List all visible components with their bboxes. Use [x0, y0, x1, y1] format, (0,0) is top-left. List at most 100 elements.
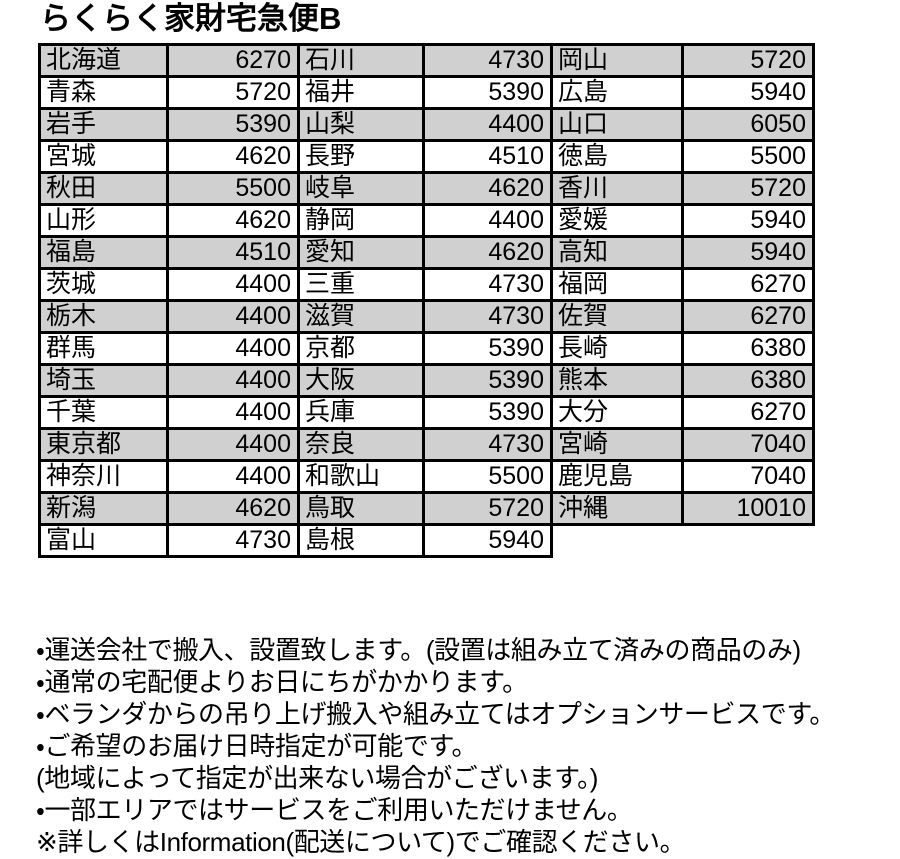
- shipping-notes: ・運送会社で搬入、設置致します。(設置は組み立て済みの商品のみ) ・通常の宅配便よ…: [36, 634, 896, 858]
- prefecture-cell: 新潟: [38, 491, 169, 526]
- prefecture-cell: 沖縄: [550, 491, 684, 526]
- note-line: (地域によって指定が出来ない場合がございます。): [36, 763, 599, 793]
- price-cell: 5390: [422, 331, 553, 366]
- table-row: 静岡 4400: [297, 203, 553, 238]
- price-cell: 4400: [166, 363, 300, 398]
- prefecture-cell: 徳島: [550, 139, 684, 174]
- prefecture-cell: 大阪: [297, 363, 425, 398]
- rate-column-2: 石川 4730 福井 5390 山梨 4400 長野 4510 岐阜 4620 静岡 4400 愛知 46…: [297, 43, 553, 558]
- table-row: 宮崎 7040: [550, 427, 815, 462]
- price-cell: 4620: [422, 235, 553, 270]
- price-cell: 4620: [166, 139, 300, 174]
- table-row: 岩手 5390: [38, 107, 300, 142]
- price-cell: 6270: [681, 299, 815, 334]
- prefecture-cell: 宮崎: [550, 427, 684, 462]
- prefecture-cell: 岐阜: [297, 171, 425, 206]
- price-cell: 4400: [166, 395, 300, 430]
- prefecture-cell: 滋賀: [297, 299, 425, 334]
- table-row: 鹿児島 7040: [550, 459, 815, 494]
- price-cell: 6270: [166, 43, 300, 78]
- table-row: 千葉 4400: [38, 395, 300, 430]
- prefecture-cell: 富山: [38, 523, 169, 558]
- table-row: 熊本 6380: [550, 363, 815, 398]
- table-row: 福岡 6270: [550, 267, 815, 302]
- table-row: 山形 4620: [38, 203, 300, 238]
- price-cell: 5390: [166, 107, 300, 142]
- table-row: 長野 4510: [297, 139, 553, 174]
- prefecture-cell: 鳥取: [297, 491, 425, 526]
- price-cell: 5390: [422, 395, 553, 430]
- table-row: 群馬 4400: [38, 331, 300, 366]
- prefecture-cell: 東京都: [38, 427, 169, 462]
- prefecture-cell: 京都: [297, 331, 425, 366]
- prefecture-cell: 福井: [297, 75, 425, 110]
- price-cell: 4400: [166, 331, 300, 366]
- table-row: 石川 4730: [297, 43, 553, 78]
- price-cell: 4400: [166, 459, 300, 494]
- table-row: 香川 5720: [550, 171, 815, 206]
- price-cell: 4730: [422, 299, 553, 334]
- price-cell: 6270: [681, 267, 815, 302]
- table-row: 東京都 4400: [38, 427, 300, 462]
- table-row: 長崎 6380: [550, 331, 815, 366]
- prefecture-cell: 静岡: [297, 203, 425, 238]
- price-cell: 5390: [422, 363, 553, 398]
- prefecture-cell: 鹿児島: [550, 459, 684, 494]
- prefecture-cell: 愛知: [297, 235, 425, 270]
- table-row: 滋賀 4730: [297, 299, 553, 334]
- prefecture-cell: 三重: [297, 267, 425, 302]
- rate-column-1: 北海道 6270 青森 5720 岩手 5390 宮城 4620 秋田 5500 山形 4620 福島 4…: [38, 43, 300, 558]
- table-row: 愛媛 5940: [550, 203, 815, 238]
- price-cell: 5940: [422, 523, 553, 558]
- price-cell: 4730: [166, 523, 300, 558]
- price-cell: 5940: [681, 203, 815, 238]
- prefecture-cell: 北海道: [38, 43, 169, 78]
- prefecture-cell: 宮城: [38, 139, 169, 174]
- rate-column-3: 岡山 5720 広島 5940 山口 6050 徳島 5500 香川 5720 愛媛 5940 高知 59…: [550, 43, 815, 526]
- price-cell: 5390: [422, 75, 553, 110]
- prefecture-cell: 香川: [550, 171, 684, 206]
- prefecture-cell: 熊本: [550, 363, 684, 398]
- prefecture-cell: 奈良: [297, 427, 425, 462]
- table-row: 三重 4730: [297, 267, 553, 302]
- price-cell: 4400: [422, 107, 553, 142]
- price-cell: 5500: [681, 139, 815, 174]
- table-row: 佐賀 6270: [550, 299, 815, 334]
- shipping-rate-table: 北海道 6270 青森 5720 岩手 5390 宮城 4620 秋田 5500 山形 4620 福島 4…: [38, 43, 815, 558]
- note-line: ・ご希望のお届け日時指定が可能です。: [36, 731, 478, 761]
- prefecture-cell: 広島: [550, 75, 684, 110]
- table-row: 京都 5390: [297, 331, 553, 366]
- table-row: 沖縄 10010: [550, 491, 815, 526]
- prefecture-cell: 高知: [550, 235, 684, 270]
- table-row: 奈良 4730: [297, 427, 553, 462]
- price-cell: 6380: [681, 363, 815, 398]
- prefecture-cell: 茨城: [38, 267, 169, 302]
- table-row: 富山 4730: [38, 523, 300, 558]
- table-row: 岐阜 4620: [297, 171, 553, 206]
- table-row: 新潟 4620: [38, 491, 300, 526]
- price-cell: 4730: [422, 427, 553, 462]
- prefecture-cell: 大分: [550, 395, 684, 430]
- table-row: 秋田 5500: [38, 171, 300, 206]
- prefecture-cell: 福岡: [550, 267, 684, 302]
- prefecture-cell: 栃木: [38, 299, 169, 334]
- price-cell: 5720: [166, 75, 300, 110]
- prefecture-cell: 長野: [297, 139, 425, 174]
- price-cell: 6050: [681, 107, 815, 142]
- note-line: ・一部エリアではサービスをご利用いただけません。: [36, 795, 633, 825]
- price-cell: 5720: [681, 171, 815, 206]
- prefecture-cell: 岡山: [550, 43, 684, 78]
- prefecture-cell: 山形: [38, 203, 169, 238]
- table-row: 栃木 4400: [38, 299, 300, 334]
- note-line: ※詳しくはInformation(配送について)でご確認ください。: [36, 827, 686, 857]
- table-row: 山口 6050: [550, 107, 815, 142]
- table-row: 北海道 6270: [38, 43, 300, 78]
- table-row: 鳥取 5720: [297, 491, 553, 526]
- prefecture-cell: 神奈川: [38, 459, 169, 494]
- price-cell: 5500: [422, 459, 553, 494]
- table-row: 福井 5390: [297, 75, 553, 110]
- table-row: 島根 5940: [297, 523, 553, 558]
- prefecture-cell: 山梨: [297, 107, 425, 142]
- price-cell: 4400: [166, 427, 300, 462]
- note-line: ・運送会社で搬入、設置致します。(設置は組み立て済みの商品のみ): [36, 635, 801, 665]
